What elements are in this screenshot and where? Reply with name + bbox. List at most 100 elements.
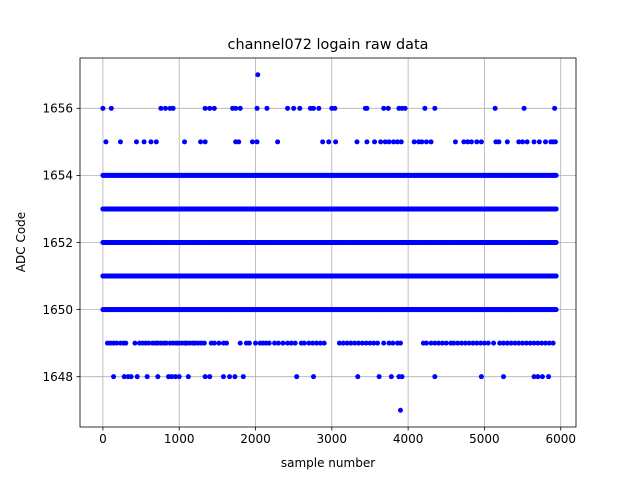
data-point [355,374,361,380]
y-tick-label: 1650 [42,303,73,317]
data-point [311,374,317,380]
data-point [306,340,312,346]
data-point [310,340,316,346]
data-point [552,139,558,145]
data-point [364,139,370,145]
data-point [459,340,465,346]
data-point [182,139,188,145]
data-point [474,340,480,346]
data-point [390,340,396,346]
y-tick-label: 1648 [42,370,73,384]
data-point [419,139,425,145]
data-point [428,139,434,145]
data-point [237,105,243,111]
data-point [254,105,260,111]
data-point [388,374,394,380]
data-point [141,139,147,145]
data-point [336,340,342,346]
data-point [428,340,434,346]
data-point [553,206,559,212]
chart-title: channel072 logain raw data [228,37,429,53]
data-point [432,374,438,380]
data-point [340,340,346,346]
data-point [288,340,294,346]
data-point [535,374,541,380]
data-point [128,374,134,380]
data-point [531,340,537,346]
data-point [185,374,191,380]
data-point [220,374,226,380]
data-point [391,139,397,145]
data-point [216,340,222,346]
x-tick-label: 5000 [469,432,500,446]
data-point [521,105,527,111]
data-point [553,273,559,279]
x-tick-label: 1000 [164,432,195,446]
data-point [162,105,168,111]
data-point [146,340,152,346]
data-point [492,105,498,111]
data-point [474,139,480,145]
data-point [423,340,429,346]
data-point [232,374,238,380]
data-point [285,340,291,346]
data-point [436,340,442,346]
y-tick-label: 1652 [42,236,73,250]
data-point [291,105,297,111]
data-point [211,340,217,346]
data-point [348,340,354,346]
data-point [496,139,502,145]
data-point [275,340,281,346]
data-point [134,374,140,380]
data-point [372,139,378,145]
data-point [264,105,270,111]
data-point [354,139,360,145]
data-point [386,139,392,145]
data-point [531,139,537,145]
data-point [317,340,323,346]
data-point [504,340,510,346]
data-point [280,340,286,346]
data-point [512,340,518,346]
data-point [422,105,428,111]
data-point [148,139,154,145]
x-axis-label: sample number [281,456,375,470]
data-point [320,139,326,145]
data-point [508,340,514,346]
data-point [158,105,164,111]
data-point [516,340,522,346]
x-tick-label: 6000 [545,432,576,446]
data-point [155,374,161,380]
data-point [386,340,392,346]
data-point [275,139,281,145]
data-point [153,139,159,145]
data-point [246,340,252,346]
data-point [172,374,178,380]
data-point [236,139,242,145]
data-point [523,340,529,346]
data-point [491,340,497,346]
data-point [546,374,552,380]
data-point [255,72,261,78]
data-point [402,105,408,111]
data-point [169,374,175,380]
data-point [108,105,114,111]
data-point [542,139,548,145]
data-point [163,340,169,346]
x-tick-label: 4000 [393,432,424,446]
data-point [466,340,472,346]
data-point [266,340,272,346]
data-point [297,105,303,111]
data-point [550,340,556,346]
data-point [133,139,139,145]
data-point [224,340,230,346]
data-point [321,340,327,346]
data-point [344,340,350,346]
data-point [254,139,260,145]
data-point [381,340,387,346]
data-point [114,340,120,346]
data-point [202,105,208,111]
data-point [524,139,530,145]
